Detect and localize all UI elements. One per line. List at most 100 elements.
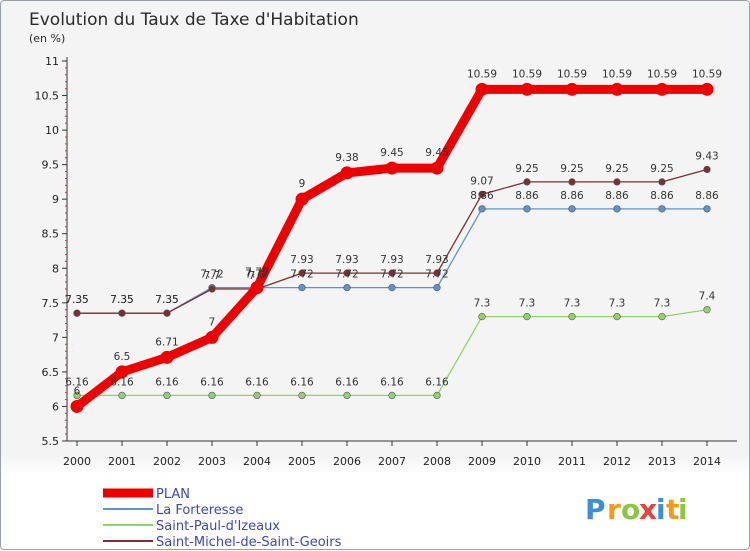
data-point [298, 269, 306, 277]
data-label: 8.86 [560, 190, 584, 202]
logo-letter: i [656, 493, 666, 526]
x-tick-label: 2000 [63, 455, 91, 468]
data-point-plan [565, 82, 579, 96]
x-tick-label: 2002 [153, 455, 181, 468]
data-point [343, 284, 351, 292]
data-point-plan [700, 82, 714, 96]
y-tick-label: 11 [45, 55, 59, 68]
data-label: 7.72 [245, 267, 268, 279]
data-label: 7.3 [474, 298, 491, 310]
data-point [163, 309, 171, 317]
data-label: 7.72 [425, 269, 448, 281]
x-tick-label: 2012 [603, 455, 631, 468]
data-label: 9.38 [335, 152, 358, 164]
y-tick-label: 6.5 [42, 366, 60, 379]
x-tick-label: 2005 [288, 455, 316, 468]
data-label: 6.16 [110, 376, 134, 388]
data-point [208, 285, 216, 293]
data-label: 10.59 [602, 68, 632, 80]
data-label: 7.7 [249, 270, 266, 282]
data-label: 7.93 [290, 254, 313, 266]
logo-letter: x [639, 493, 657, 526]
x-tick-label: 2007 [378, 455, 406, 468]
legend-label: La Forteresse [156, 503, 243, 518]
data-point [118, 391, 126, 400]
x-tick-label: 2008 [423, 455, 451, 468]
data-point [163, 391, 171, 400]
data-point [523, 178, 531, 186]
y-tick-label: 10 [45, 124, 59, 137]
data-point [388, 269, 396, 277]
chart-subtitle: (en %) [29, 32, 65, 45]
data-point [73, 391, 81, 400]
data-label: 8.86 [650, 190, 674, 202]
data-point [433, 269, 441, 277]
data-label: 10.59 [512, 68, 542, 80]
data-label: 9.43 [695, 150, 718, 162]
data-point-plan [610, 82, 624, 96]
data-point [568, 205, 576, 213]
data-point [298, 284, 306, 292]
data-point-plan [250, 281, 264, 295]
data-label: 7.93 [425, 254, 448, 266]
data-label: 10.59 [647, 68, 677, 80]
data-point [613, 205, 621, 213]
data-point-plan [115, 365, 129, 379]
data-point [118, 309, 126, 317]
legend-label: PLAN [156, 487, 190, 502]
data-point [253, 391, 261, 400]
data-point [568, 178, 576, 186]
y-tick-label: 8 [52, 262, 59, 275]
data-label: 7.35 [155, 294, 178, 306]
data-label: 8.86 [470, 190, 494, 202]
logo-letter: o [621, 493, 640, 526]
data-label: 6.16 [245, 376, 269, 388]
x-tick-label: 2001 [108, 455, 136, 468]
x-tick-label: 2004 [243, 455, 271, 468]
x-tick-label: 2010 [513, 455, 541, 468]
data-point-plan [70, 399, 84, 413]
data-label: 7.3 [564, 298, 581, 310]
y-tick-label: 6 [52, 400, 59, 413]
data-label: 10.59 [467, 68, 497, 80]
y-tick-label: 7.5 [42, 297, 60, 310]
data-label: 9.45 [380, 147, 403, 159]
data-label: 6.16 [200, 376, 224, 388]
data-label: 8.86 [695, 190, 719, 202]
data-point [703, 165, 711, 174]
data-label: 6.71 [155, 336, 178, 348]
data-label: 6.5 [114, 351, 131, 363]
data-point [478, 190, 486, 198]
data-point [343, 391, 351, 400]
data-label: 6.16 [290, 376, 314, 388]
data-label: 7 [209, 316, 216, 328]
data-label: 9.25 [650, 163, 673, 175]
data-point [658, 178, 666, 186]
y-tick-label: 10.5 [35, 90, 60, 103]
data-point [343, 269, 351, 277]
data-label: 7.3 [654, 298, 671, 310]
data-point-plan [385, 161, 399, 175]
data-point [433, 284, 441, 292]
x-tick-label: 2011 [558, 455, 586, 468]
data-label: 7.35 [65, 294, 88, 306]
data-label: 7.3 [609, 298, 626, 310]
data-label: 9 [299, 178, 306, 190]
data-label: 7.35 [65, 294, 88, 306]
data-label: 7.3 [519, 298, 536, 310]
chart-title: Evolution du Taux de Taxe d'Habitation [29, 10, 359, 30]
logo-letter: t [666, 493, 679, 526]
y-tick-label: 9.5 [42, 159, 60, 172]
data-label: 8.86 [605, 190, 629, 202]
logo-letter: P [585, 493, 606, 526]
logo-letter: i [678, 493, 688, 526]
x-tick-label: 2013 [648, 455, 676, 468]
data-label: 9.25 [515, 163, 538, 175]
y-tick-label: 9 [52, 193, 59, 206]
data-label: 6 [74, 385, 81, 397]
data-label: 7.35 [110, 294, 133, 306]
legend-label: Saint-Paul-d'Izeaux [156, 519, 280, 534]
